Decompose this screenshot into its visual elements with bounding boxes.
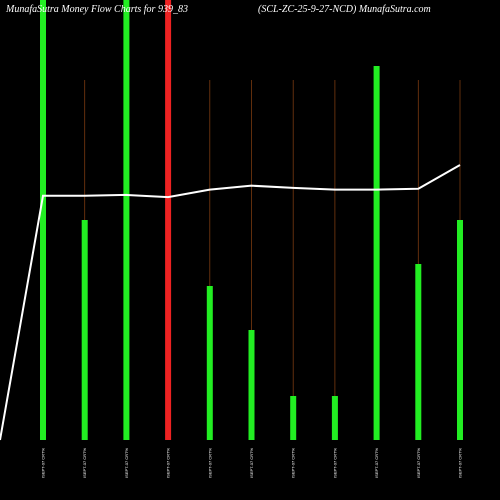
- chart-title-right: (SCL-ZC-25-9-27-NCD) MunafaSutra.com: [258, 4, 431, 15]
- bar: [248, 330, 255, 440]
- x-tick-label: ISEPT-07 CRT%: [416, 448, 421, 478]
- bar: [81, 220, 88, 440]
- bar: [331, 396, 338, 440]
- line-series: [0, 164, 461, 441]
- x-tick-label: ISEPT-07 CRT%: [374, 448, 379, 478]
- x-tick-labels: ISEPT-07 CRT% ISEPT-07 CRT% ISEPT-07 CRT% I…: [41, 448, 463, 478]
- bar: [206, 286, 213, 440]
- bar: [373, 66, 380, 440]
- bar: [457, 220, 463, 440]
- x-tick-label: ISEPT-07 CRT%: [207, 448, 212, 478]
- bar: [123, 0, 130, 440]
- x-tick-label: ISEPT-07 CRT%: [41, 448, 46, 478]
- x-tick-label: ISEPT-07 CRT%: [458, 448, 463, 478]
- bars: [40, 0, 463, 440]
- price-line: [0, 164, 461, 441]
- x-tick-label: ISEPT-07 CRT%: [166, 448, 171, 478]
- bar: [290, 396, 297, 440]
- x-tick-label: ISEPT-07 CRT%: [332, 448, 337, 478]
- chart-title-left: MunafaSutra Money Flow Charts for 939_83: [5, 4, 188, 15]
- x-tick-label: ISEPT-07 CRT%: [291, 448, 296, 478]
- x-tick-label: ISEPT-07 CRT%: [82, 448, 87, 478]
- bar: [165, 0, 172, 440]
- bar: [40, 0, 46, 440]
- x-tick-label: ISEPT-07 CRT%: [249, 448, 254, 478]
- bar: [415, 264, 422, 440]
- x-tick-label: ISEPT-07 CRT%: [124, 448, 129, 478]
